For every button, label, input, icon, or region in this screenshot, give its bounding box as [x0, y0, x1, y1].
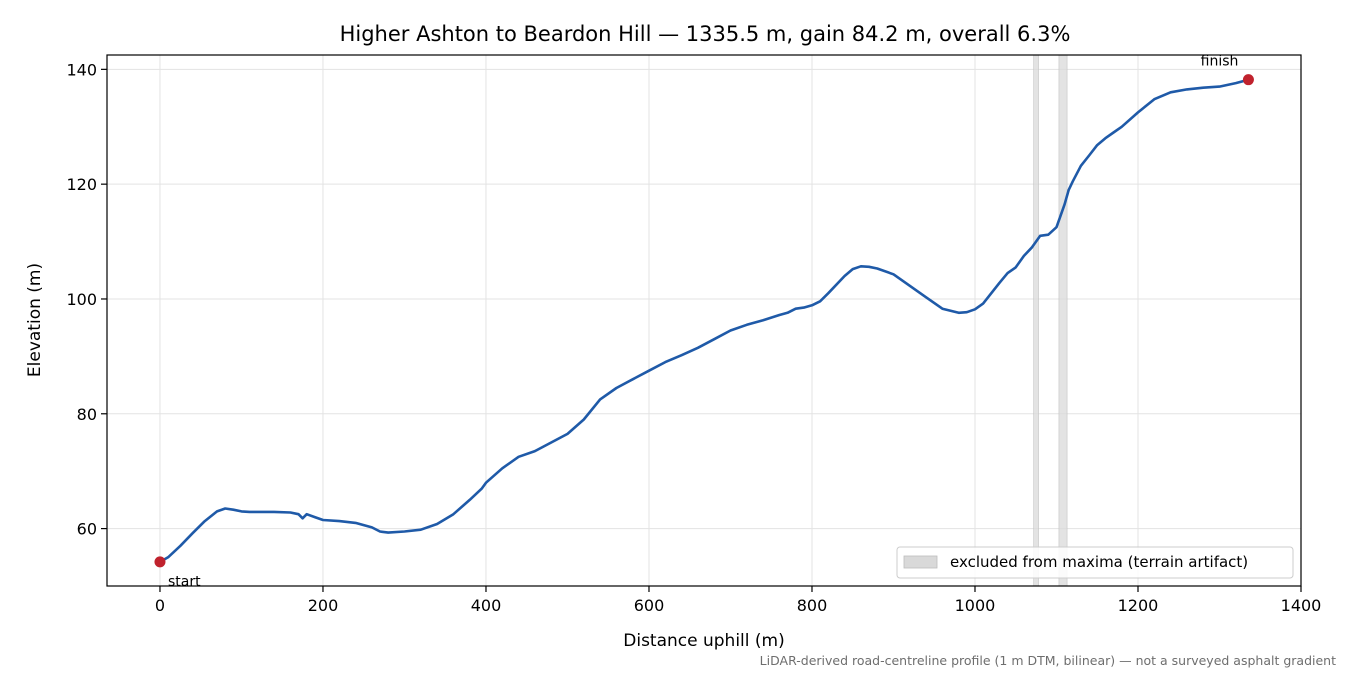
- finish-marker: [1242, 74, 1254, 86]
- x-tick-label: 600: [634, 596, 665, 615]
- legend: excluded from maxima (terrain artifact): [896, 546, 1294, 579]
- grid-lines: [107, 55, 1302, 586]
- excluded-band: [1033, 54, 1039, 587]
- finish-label: finish: [1201, 54, 1239, 70]
- y-tick-label: 80: [77, 405, 97, 424]
- y-axis: 60 80 100 120 140: [66, 60, 107, 539]
- start-label: start: [168, 574, 201, 590]
- legend-label: excluded from maxima (terrain artifact): [950, 553, 1248, 571]
- y-tick-label: 60: [77, 520, 97, 539]
- legend-box: [896, 546, 1294, 579]
- x-tick-label: 1000: [955, 596, 996, 615]
- y-tick-label: 100: [66, 290, 97, 309]
- excluded-bands: [1033, 54, 1068, 587]
- footnote: LiDAR-derived road-centreline profile (1…: [760, 653, 1336, 668]
- elevation-series-line: [159, 78, 1249, 564]
- plot-frame: [106, 54, 1302, 587]
- x-tick-label: 0: [155, 596, 165, 615]
- x-tick-label: 1400: [1281, 596, 1322, 615]
- y-tick-label: 140: [66, 60, 97, 79]
- chart-title: Higher Ashton to Beardon Hill — 1335.5 m…: [340, 22, 1071, 46]
- x-axis-label: Distance uphill (m): [623, 631, 784, 651]
- x-axis: 0 200 400 600 800 1000 1200 1400: [155, 586, 1321, 615]
- endpoint-markers: start finish: [154, 54, 1254, 590]
- legend-swatch: [903, 555, 938, 569]
- x-tick-label: 400: [471, 596, 502, 615]
- x-tick-label: 1200: [1118, 596, 1159, 615]
- y-tick-label: 120: [66, 175, 97, 194]
- x-tick-label: 800: [797, 596, 828, 615]
- excluded-band: [1058, 54, 1068, 587]
- y-axis-label: Elevation (m): [25, 263, 45, 377]
- x-tick-label: 200: [308, 596, 339, 615]
- start-marker: [154, 556, 166, 568]
